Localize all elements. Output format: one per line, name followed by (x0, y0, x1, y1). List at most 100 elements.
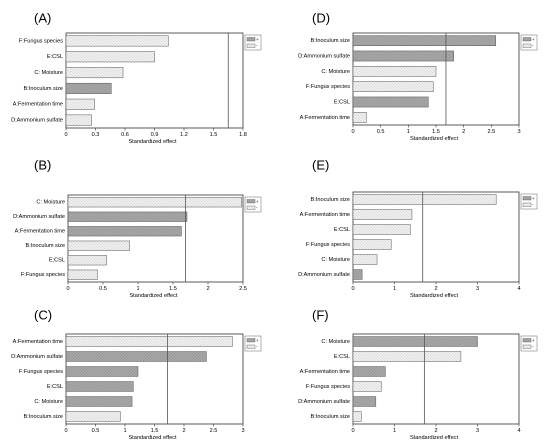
legend-label-positive: + (532, 338, 535, 343)
chart-panel-2: (B) C: Moisture D:Ammonium sulfate A:Fermen… (13, 157, 262, 299)
tick-label: 1 (393, 428, 396, 434)
category-label: A:Fermentation time (300, 115, 350, 121)
bar (352, 35, 497, 46)
plot-frame (352, 32, 520, 126)
plot-frame (65, 32, 244, 129)
tick-label: 1 (136, 286, 139, 292)
category-label: D:Ammonium sulfate (298, 53, 350, 59)
panel-label: (F) (312, 307, 329, 322)
category-label: E:CSL (49, 258, 65, 264)
category-label: B:Inoculum size (24, 414, 63, 420)
category-label: F:Fungus species (19, 38, 63, 44)
category-label: B:Inoculum size (311, 38, 350, 44)
tick-label: 0 (66, 286, 69, 292)
category-label: C: Moisture (36, 200, 65, 206)
tick-label: 0.5 (377, 129, 385, 135)
bar (352, 50, 454, 62)
legend-swatch-positive (522, 37, 532, 42)
legend: +- (520, 193, 538, 210)
category-label: B:Inoculum size (311, 197, 350, 203)
bar (352, 366, 386, 377)
legend-label-positive: + (256, 338, 259, 343)
tick-label: 0.5 (92, 428, 100, 434)
bar (352, 396, 377, 407)
tick-label: 2 (182, 428, 185, 434)
bar (67, 240, 130, 251)
legend: +- (520, 335, 538, 352)
panel-label: (C) (34, 307, 52, 322)
bar (352, 224, 411, 235)
category-label: D:Ammonium sulfate (298, 272, 350, 278)
x-axis-label: Standardized effect (410, 435, 459, 441)
category-label: D:Ammonium sulfate (13, 214, 65, 220)
category-label: A:Fermentation time (13, 102, 63, 108)
tick-label: 0 (351, 129, 354, 135)
bar (65, 336, 233, 347)
x-axis-label: Standardized effect (128, 435, 177, 441)
category-label: D:Ammonium sulfate (11, 354, 63, 360)
tick-label: 1 (123, 428, 126, 434)
category-label: A:Fermentation time (15, 229, 65, 235)
tick-label: 1.2 (180, 132, 188, 138)
x-axis-label: Standardized effect (129, 293, 178, 299)
chart-panel-4: (D) B:Inoculum size D:Ammonium sulfate C: M… (298, 10, 538, 142)
bar (352, 411, 362, 422)
tick-label: 0.5 (99, 286, 107, 292)
x-axis-label: Standardized effect (410, 293, 459, 299)
category-label: C: Moisture (321, 339, 350, 345)
legend: +- (520, 34, 538, 51)
legend-swatch-positive (246, 338, 256, 343)
tick-label: 1.5 (169, 286, 177, 292)
category-label: E:CSL (334, 227, 350, 233)
bar (67, 197, 242, 208)
category-label: A:Fermentation time (300, 369, 350, 375)
legend-swatch-negative (522, 344, 532, 349)
category-label: D:Ammonium sulfate (11, 118, 63, 124)
x-axis-label: Standardized effect (128, 139, 177, 145)
category-label: E:CSL (334, 99, 350, 105)
tick-label: 0 (351, 428, 354, 434)
tick-label: 2 (434, 286, 437, 292)
tick-label: 3 (476, 428, 479, 434)
bar (65, 35, 169, 47)
tick-label: 1.5 (210, 132, 218, 138)
legend-swatch-negative (246, 344, 256, 349)
tick-label: 0 (351, 286, 354, 292)
legend-label-negative: - (532, 43, 534, 48)
bar (65, 411, 121, 422)
bar (65, 51, 155, 63)
category-label: E:CSL (47, 384, 63, 390)
tick-label: 2 (206, 286, 209, 292)
category-label: A:Fermentation time (300, 212, 350, 218)
panel-label: (A) (34, 10, 51, 25)
category-label: C: Moisture (34, 70, 63, 76)
bar (352, 336, 478, 347)
legend-swatch-negative (522, 202, 532, 207)
legend-swatch-negative (246, 205, 256, 210)
legend-label-negative: - (256, 43, 258, 48)
chart-panel-6: (F) C: Moisture E:CSL A:Fermentation time F:… (298, 307, 538, 441)
bar (352, 381, 382, 392)
category-label: F:Fungus species (306, 84, 350, 90)
legend-label-negative: - (532, 344, 534, 349)
tick-label: 0 (64, 428, 67, 434)
chart-panel-3: (C) A:Fermentation time D:Ammonium sulfate… (11, 307, 262, 441)
category-label: F:Fungus species (306, 384, 350, 390)
bar (65, 351, 207, 362)
tick-label: 3 (241, 428, 244, 434)
bar (67, 269, 98, 280)
legend: +- (244, 335, 262, 352)
tick-label: 0 (64, 132, 67, 138)
legend-label-negative: - (256, 344, 258, 349)
legend-swatch-negative (522, 43, 532, 48)
category-label: A:Fermentation time (13, 339, 63, 345)
bar (67, 211, 188, 222)
tick-label: 2.5 (239, 286, 247, 292)
category-label: C: Moisture (321, 69, 350, 75)
legend-label-negative: - (256, 205, 258, 210)
tick-label: 1.5 (151, 428, 159, 434)
panel-label: (B) (34, 157, 51, 172)
bar (67, 255, 107, 266)
category-label: F:Fungus species (306, 242, 350, 248)
